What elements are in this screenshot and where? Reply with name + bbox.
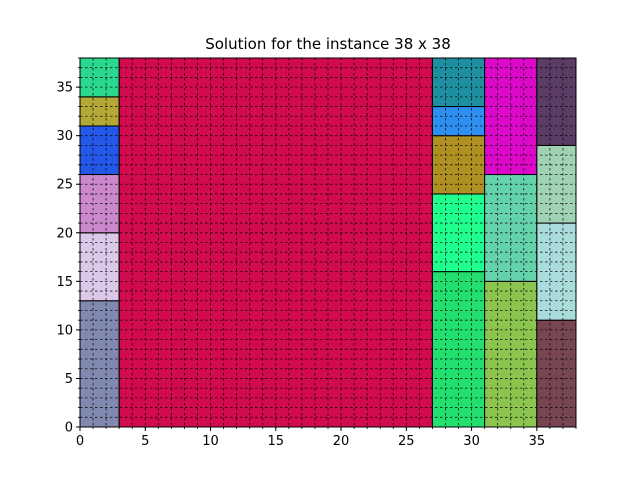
plot-area: 0 5 10 15 20 25 30 35 0 5 10 15 20 25 30 35 (56, 57, 577, 449)
y-tick-label: 20 (56, 226, 73, 241)
y-tick-label: 0 (65, 421, 73, 436)
x-tick-label: 15 (268, 434, 285, 449)
y-tick-label: 10 (56, 323, 73, 338)
solution-rect-4 (79, 125, 120, 176)
solution-rect-16 (536, 319, 577, 428)
x-tick-label: 10 (202, 434, 219, 449)
y-tick-label: 15 (56, 275, 73, 290)
x-tick-label: 5 (141, 434, 149, 449)
solution-rect-19 (536, 57, 577, 146)
x-tick-label: 30 (463, 434, 480, 449)
solution-rect-1 (79, 300, 120, 428)
solution-rect-5 (79, 96, 120, 127)
y-tick-label: 25 (56, 178, 73, 193)
x-tick-label: 25 (398, 434, 415, 449)
x-tick-label: 35 (529, 434, 546, 449)
x-tick-label: 0 (76, 434, 84, 449)
y-tick-label: 5 (65, 372, 73, 387)
solution-rect-2 (79, 232, 120, 302)
chart-title: Solution for the instance 38 x 38 (205, 35, 451, 53)
solution-rect-11 (431, 106, 486, 137)
x-tick-label: 20 (333, 434, 350, 449)
y-tick-label: 30 (56, 129, 73, 144)
y-tick-label: 35 (56, 81, 73, 96)
